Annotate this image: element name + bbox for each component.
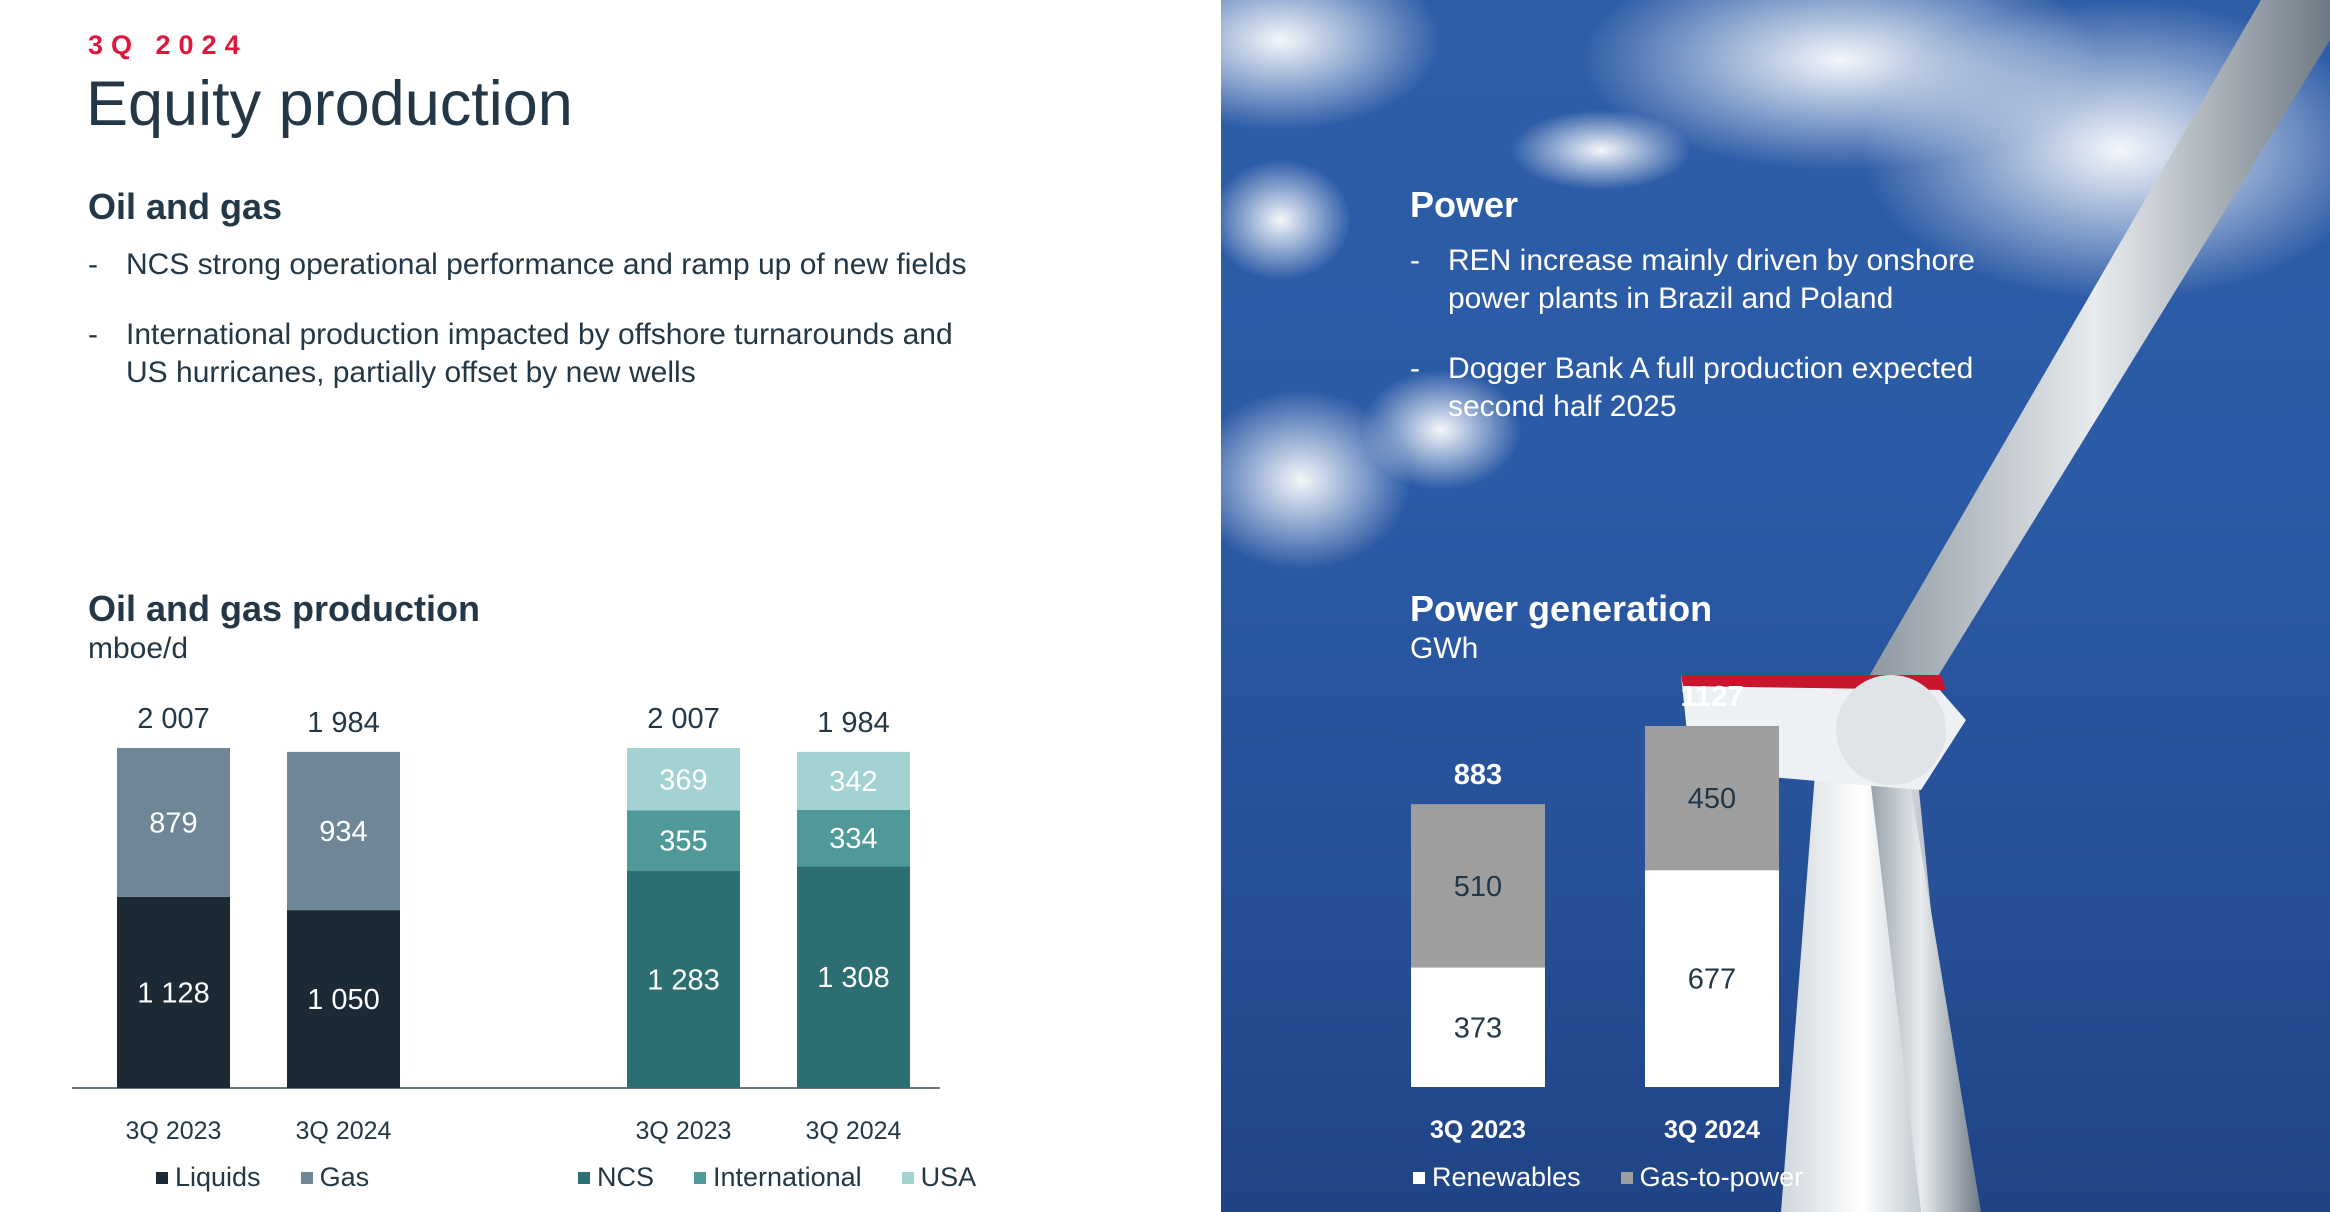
legend-power: Renewables Gas-to-power: [1413, 1162, 1843, 1193]
data-label-liquids-3q-2023: 1 128: [137, 977, 210, 1009]
legend-item-gas: Gas: [300, 1162, 370, 1193]
oil-gas-bullet-2: - International production impacted by of…: [88, 318, 953, 389]
left-panel: 3Q 2024 Equity production Oil and gas -N…: [72, 30, 1016, 1193]
bar-ncs-3q-2023: [627, 870, 740, 1088]
bullet-text: International production impacted by off…: [126, 318, 953, 389]
power-bullets: - REN increase mainly driven by onshore p…: [1410, 242, 2050, 458]
category-label-3q-2023: 3Q 2023: [636, 1117, 732, 1145]
bar-liquids-3q-2024: [287, 910, 400, 1088]
power-chart-unit: GWh: [1410, 632, 1479, 665]
legend-label: Renewables: [1432, 1162, 1581, 1192]
bar-gas-3q-2023: [117, 748, 230, 897]
legend-label: Gas-to-power: [1639, 1162, 1804, 1192]
renewables-swatch: [1413, 1171, 1425, 1184]
power-generation-chart: 373 510 883 3Q 2023 677 450 1127 3Q 2024: [1411, 681, 1779, 1144]
bar-gas-to-power-3q-2024: [1645, 726, 1779, 871]
legend-label: USA: [920, 1162, 977, 1192]
wind-turbine-background: [1221, 0, 2330, 1212]
data-label-renewables-3q-2023: 373: [1454, 1012, 1502, 1044]
oil-gas-chart-title: Oil and gas production: [88, 588, 481, 629]
category-label-3q-2024: 3Q 2024: [806, 1117, 902, 1145]
bar-usa-3q-2023: [627, 748, 740, 811]
bar-renewables-3q-2024: [1645, 870, 1779, 1087]
bar-international-3q-2024: [797, 809, 910, 867]
slide-kicker: 3Q 2024: [88, 30, 248, 60]
oil-gas-production-chart: 1 128 879 2 007 3Q 2023 1 050 934 1 984 3Q 2024…: [72, 703, 940, 1145]
bar-usa-3q-2024: [797, 751, 910, 810]
category-label-3q-2023: 3Q 2023: [126, 1117, 222, 1145]
power-chart-title: Power generation: [1410, 588, 1713, 629]
data-label-ncs-3q-2023: 1 283: [647, 964, 720, 996]
page-title: Equity production: [86, 69, 573, 139]
bullet-text: NCS strong operational performance and r…: [126, 248, 967, 281]
legend-item-ncs: NCS: [578, 1162, 654, 1193]
total-label-3q-2024: 1127: [1681, 681, 1744, 713]
bullet-text: REN increase mainly driven by onshore po…: [1448, 244, 1975, 315]
data-label-international-3q-2023: 355: [659, 826, 707, 858]
data-label-renewables-3q-2024: 677: [1688, 964, 1736, 996]
bar-renewables-3q-2023: [1411, 967, 1545, 1087]
bar-gas-3q-2024: [287, 751, 400, 911]
legend-liquids-gas: Liquids Gas: [156, 1162, 409, 1193]
category-label-3q-2024: 3Q 2024: [1664, 1116, 1760, 1144]
right-panel: Power - REN increase mainly driven by ons…: [1221, 0, 2330, 1212]
data-label-gas-to-power-3q-2023: 510: [1454, 871, 1502, 903]
data-label-liquids-3q-2024: 1 050: [307, 984, 380, 1016]
total-label-3q-2023: 2 007: [137, 703, 210, 735]
total-label-3q-2023: 2 007: [647, 703, 720, 735]
bar-gas-to-power-3q-2023: [1411, 804, 1545, 968]
legend-item-international: International: [694, 1162, 862, 1193]
legend-item-liquids: Liquids: [156, 1162, 261, 1193]
data-label-gas-to-power-3q-2024: 450: [1688, 783, 1736, 815]
legend-item-renewables: Renewables: [1413, 1162, 1581, 1193]
total-label-3q-2024: 1 984: [817, 707, 890, 739]
legend-label: Liquids: [175, 1162, 261, 1192]
category-label-3q-2024: 3Q 2024: [296, 1117, 392, 1145]
data-label-gas-3q-2023: 879: [149, 807, 197, 839]
power-bullet-2: - Dogger Bank A full production expected …: [1410, 352, 1974, 423]
ncs-swatch: [578, 1171, 590, 1184]
data-label-usa-3q-2024: 342: [829, 766, 877, 798]
total-label-3q-2023: 883: [1454, 759, 1502, 791]
category-label-3q-2023: 3Q 2023: [1430, 1116, 1526, 1144]
total-label-3q-2024: 1 984: [307, 707, 380, 739]
bar-ncs-3q-2024: [797, 866, 910, 1088]
liquids-swatch: [156, 1171, 168, 1184]
legend-item-usa: USA: [901, 1162, 977, 1193]
legend-label: Gas: [319, 1162, 370, 1192]
oil-gas-chart-unit: mboe/d: [88, 632, 189, 665]
data-label-usa-3q-2023: 369: [659, 764, 707, 796]
data-label-ncs-3q-2024: 1 308: [817, 962, 890, 994]
bullet-text: Dogger Bank A full production expected s…: [1448, 352, 1974, 423]
bar-international-3q-2023: [627, 810, 740, 871]
international-swatch: [694, 1171, 707, 1184]
gas-to-power-swatch: [1620, 1171, 1633, 1184]
legend-regions: NCS International USA: [578, 1162, 1016, 1193]
legend-label: NCS: [597, 1162, 655, 1192]
power-heading: Power: [1410, 184, 1519, 225]
bar-liquids-3q-2023: [117, 896, 230, 1088]
oil-gas-bullet-1: - NCS strong operational performance and …: [88, 248, 967, 281]
legend-item-gas-to-power: Gas-to-power: [1620, 1162, 1804, 1193]
legend-label: International: [713, 1162, 862, 1192]
oil-gas-heading: Oil and gas: [88, 186, 283, 227]
usa-swatch: [901, 1171, 914, 1184]
gas-swatch: [300, 1171, 313, 1184]
power-bullet-1: - REN increase mainly driven by onshore p…: [1410, 244, 1975, 315]
oil-gas-bullets: - NCS strong operational performance and …: [88, 246, 988, 424]
data-label-gas-3q-2024: 934: [319, 816, 367, 848]
data-label-international-3q-2024: 334: [829, 823, 877, 855]
